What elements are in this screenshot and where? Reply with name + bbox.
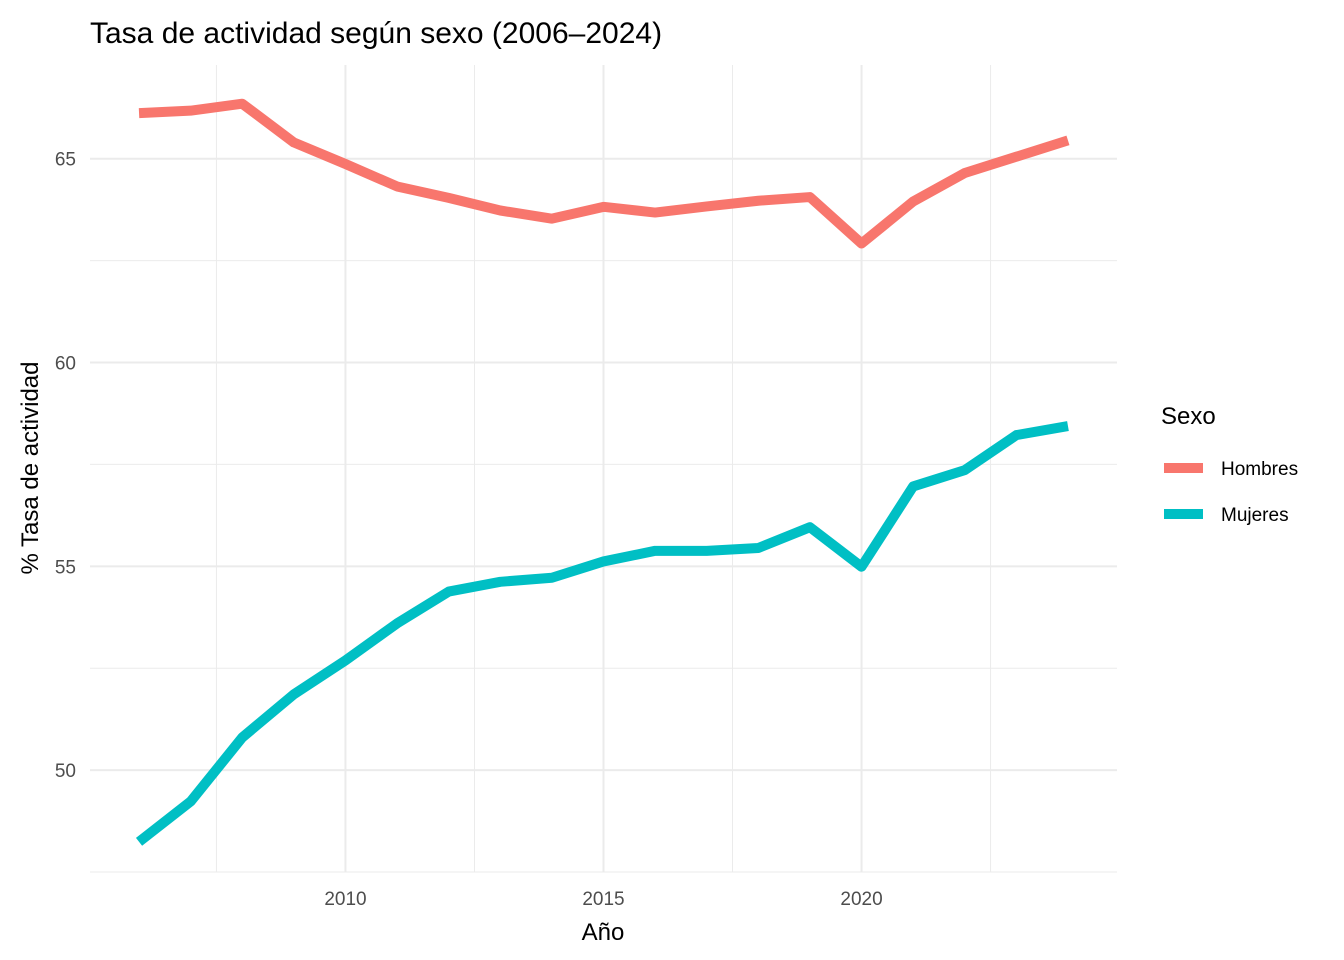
y-tick-label: 50 <box>55 761 76 782</box>
series-line-hombres <box>138 98 1070 249</box>
x-tick-label: 2010 <box>324 889 366 910</box>
legend-label-hombres: Hombres <box>1221 459 1298 480</box>
series-lines <box>135 98 1070 846</box>
x-tick-label: 2020 <box>840 889 882 910</box>
x-axis-title: Año <box>582 919 625 946</box>
x-tick-label: 2015 <box>582 889 624 910</box>
y-tick-label: 65 <box>55 150 76 171</box>
chart-title: Tasa de actividad según sexo (2006–2024) <box>90 17 662 50</box>
y-tick-label: 55 <box>55 557 76 578</box>
y-axis: 50 55 60 65 <box>55 150 76 782</box>
series-line-mujeres <box>135 421 1069 846</box>
y-tick-label: 60 <box>55 354 76 375</box>
legend-title: Sexo <box>1161 403 1216 430</box>
plot-panel <box>90 65 1117 873</box>
legend-items: Hombres Mujeres <box>1164 459 1298 526</box>
legend: Sexo Hombres Mujeres <box>1161 403 1298 526</box>
x-axis: 2010 2015 2020 <box>324 889 882 910</box>
y-axis-title: % Tasa de actividad <box>17 361 44 574</box>
legend-label-mujeres: Mujeres <box>1221 505 1289 526</box>
